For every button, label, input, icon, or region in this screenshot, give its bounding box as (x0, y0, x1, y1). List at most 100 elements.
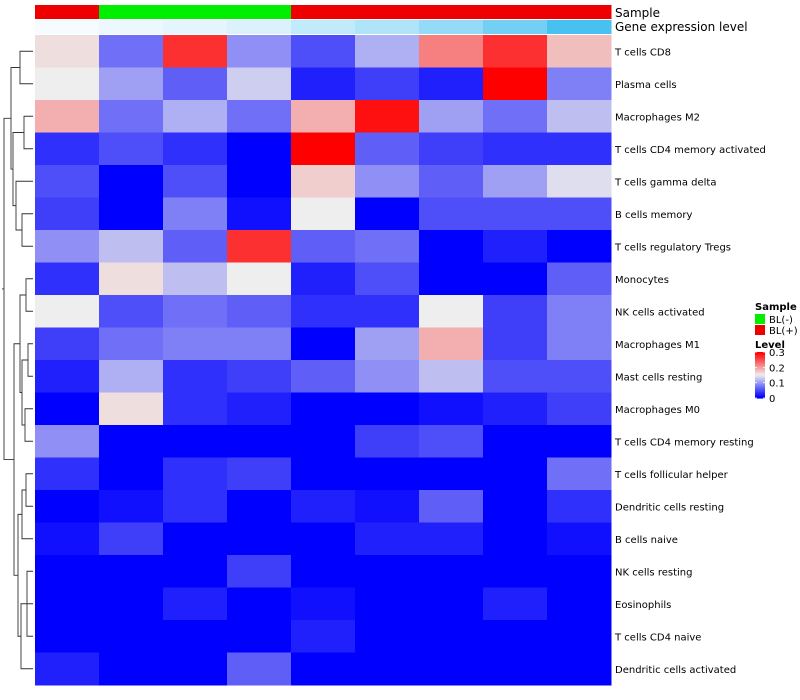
heatmap-cell (355, 197, 420, 231)
heatmap-cell (355, 165, 420, 198)
heatmap-cell (35, 620, 100, 653)
expression-annotation-cell (99, 20, 164, 34)
heatmap-cell (355, 327, 420, 361)
heatmap-cell (99, 522, 164, 556)
row-label: T cells CD4 memory resting (614, 437, 754, 448)
level-legend-gradient-step (755, 387, 765, 390)
sample-annotation-cell (291, 5, 356, 19)
level-legend-tick-label: 0.3 (769, 348, 785, 359)
heatmap-cell (99, 652, 164, 686)
heatmap-cell (163, 425, 228, 458)
level-legend-title: Level (755, 340, 785, 351)
heatmap-cell (483, 522, 548, 556)
heatmap-cell (547, 262, 612, 296)
heatmap-cell (227, 327, 292, 361)
heatmap-cell (291, 587, 356, 621)
heatmap-cell (227, 230, 292, 263)
heatmap-cell (291, 457, 356, 491)
heatmap-cell (419, 587, 484, 621)
dendrogram-branch (13, 343, 20, 576)
heatmap-cell (291, 262, 356, 296)
heatmap-cell (483, 457, 548, 491)
dendrogram-branch (21, 489, 33, 540)
heatmap-cell (163, 132, 228, 166)
heatmap-cell (291, 490, 356, 523)
heatmap-cell (227, 620, 292, 653)
level-legend-gradient-step (755, 362, 765, 365)
row-label: Macrophages M0 (615, 405, 700, 416)
heatmap-cell (419, 262, 484, 296)
heatmap-cell (547, 652, 612, 686)
heatmap-cell (163, 620, 228, 653)
heatmap-cell (163, 652, 228, 686)
heatmap-cell (419, 165, 484, 198)
sample-legend-swatch (755, 325, 765, 335)
level-legend-gradient-step (755, 381, 765, 384)
expression-annotation-cell (227, 20, 292, 34)
heatmap-cell (483, 67, 548, 101)
expression-annotation-cell (163, 20, 228, 34)
level-legend-gradient-step (755, 361, 765, 364)
heatmap-cell (99, 327, 164, 361)
heatmap-cell (35, 230, 100, 263)
level-legend-gradient-step (755, 368, 765, 371)
level-legend-gradient-step (755, 365, 765, 368)
heatmap-cell (227, 425, 292, 458)
expression-annotation-cell (291, 20, 356, 34)
level-legend-gradient-step (755, 390, 765, 393)
level-legend-gradient-step (755, 356, 765, 359)
level-legend-gradient-step (755, 393, 765, 396)
heatmap-cell (355, 555, 420, 588)
heatmap-cell (355, 100, 420, 133)
heatmap-cell (483, 165, 548, 198)
heatmap-cell (35, 555, 100, 588)
sample-annotation-cell (227, 5, 292, 19)
heatmap-cell (163, 230, 228, 263)
heatmap-cell (163, 100, 228, 133)
heatmap-cell (355, 360, 420, 393)
heatmap-cell (355, 295, 420, 328)
heatmap-cell (419, 652, 484, 686)
heatmap-cell (355, 67, 420, 101)
heatmap-cell (291, 35, 356, 68)
level-legend-gradient-step (755, 385, 765, 388)
heatmap-cell (227, 67, 292, 101)
heatmap-cell (291, 652, 356, 686)
heatmap-cell (35, 295, 100, 328)
heatmap-cell (547, 392, 612, 426)
heatmap-cell (227, 392, 292, 426)
heatmap-cell (547, 197, 612, 231)
heatmap-cell (99, 620, 164, 653)
heatmap-cell (291, 67, 356, 101)
level-legend-gradient-step (755, 379, 765, 382)
heatmap-cell (547, 457, 612, 491)
row-label: T cells CD8 (614, 47, 671, 58)
heatmap-cell (163, 67, 228, 101)
heatmap-cell (291, 165, 356, 198)
heatmap-cell (355, 652, 420, 686)
level-legend-gradient-step (755, 373, 765, 376)
level-legend-gradient-step (755, 353, 765, 356)
heatmap-cell (163, 457, 228, 491)
heatmap-cell (35, 522, 100, 556)
heatmap-cell (483, 262, 548, 296)
expression-annotation-cell (355, 20, 420, 34)
row-label: Eosinophils (615, 600, 671, 611)
dendrogram-branch (19, 50, 33, 85)
sample-annotation-label: Sample (615, 6, 660, 20)
row-label: Monocytes (615, 275, 669, 286)
heatmap-cell (35, 132, 100, 166)
level-legend-gradient-step (755, 396, 765, 399)
heatmap-cell (419, 620, 484, 653)
heatmap-cell (227, 295, 292, 328)
expression-annotation-cell (547, 20, 612, 34)
heatmap-cell (227, 262, 292, 296)
heatmap-cell (99, 67, 164, 101)
heatmap-cell (547, 522, 612, 556)
heatmap-cell (35, 197, 100, 231)
dendrogram-branch (10, 67, 20, 170)
heatmap-cell (99, 295, 164, 328)
level-legend-gradient-step (755, 394, 765, 398)
heatmap-cell (291, 132, 356, 166)
